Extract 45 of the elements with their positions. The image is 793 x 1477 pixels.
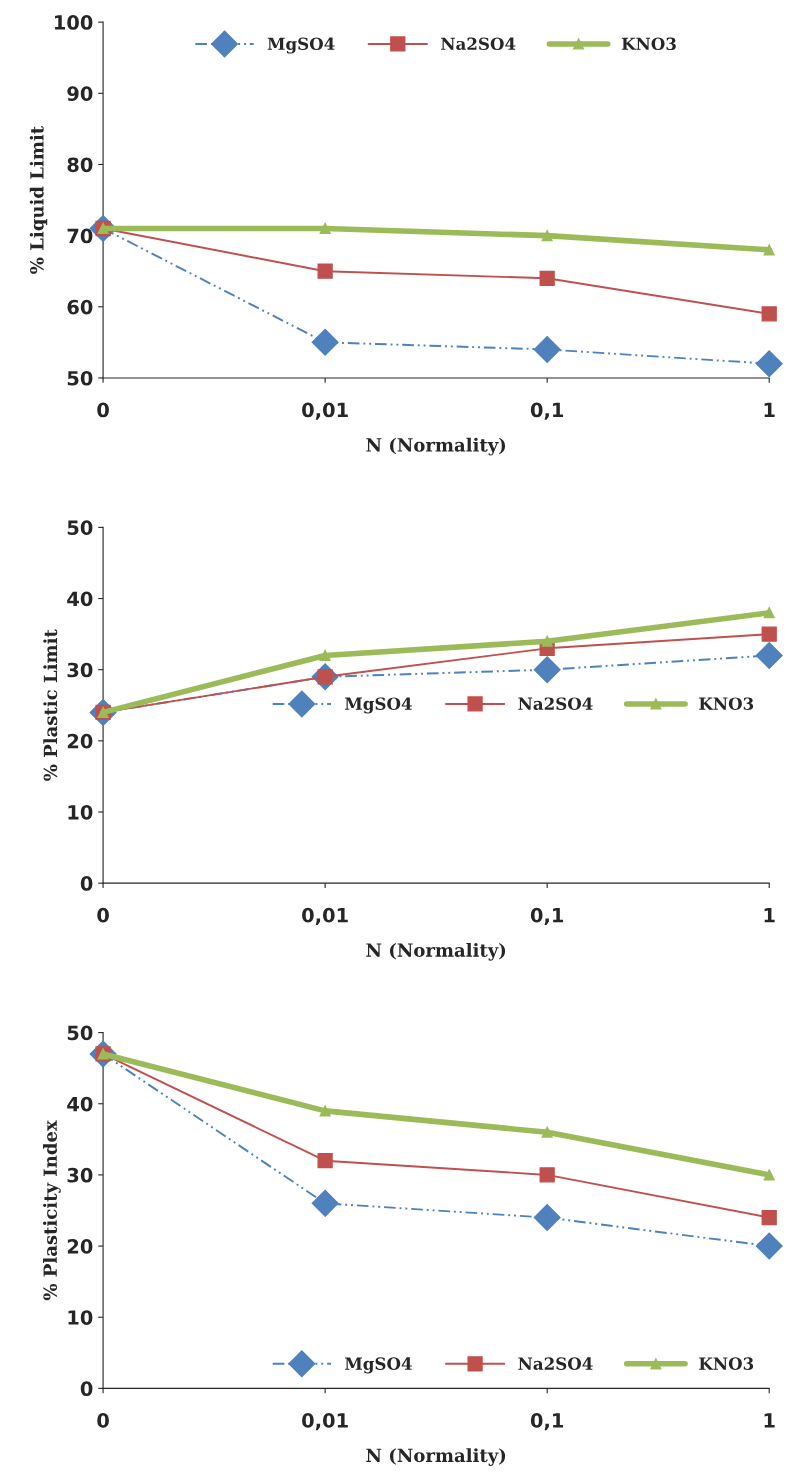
x-axis-title: N (Normality) xyxy=(366,942,506,961)
y-tick-label: 10 xyxy=(68,804,93,820)
y-tick-label: 90 xyxy=(67,86,93,101)
x-tick-label: 1 xyxy=(764,1413,775,1428)
legend-label: MgSO4 xyxy=(345,1357,412,1374)
y-tick-label: 40 xyxy=(67,591,93,607)
y-tick-label: 40 xyxy=(67,1096,93,1112)
legend-label: KNO3 xyxy=(621,37,676,51)
y-tick-label: 30 xyxy=(67,1167,93,1183)
x-tick-label: 0,1 xyxy=(530,1413,564,1431)
legend-label: MgSO4 xyxy=(267,37,335,54)
y-tick-label: 0 xyxy=(80,876,93,891)
y-axis-title: % Plastic Limit xyxy=(43,629,58,781)
x-tick-label: 1 xyxy=(764,402,775,418)
x-tick-label: 1 xyxy=(764,908,775,923)
legend-label: MgSO4 xyxy=(345,697,412,714)
y-tick-label: 30 xyxy=(67,662,93,678)
y-axis-title: % Liquid Limit xyxy=(29,125,48,274)
y-tick-label: 10 xyxy=(68,1310,93,1325)
x-tick-label: 0,01 xyxy=(302,907,348,925)
x-axis-title: N (Normality) xyxy=(366,1448,506,1466)
y-tick-label: 70 xyxy=(67,228,93,244)
x-tick-label: 0 xyxy=(97,907,109,923)
x-tick-label: 0 xyxy=(97,402,109,418)
y-tick-label: 50 xyxy=(67,520,93,536)
legend-label: Na2SO4 xyxy=(441,37,516,51)
y-tick-label: 20 xyxy=(67,733,93,749)
y-tick-label: 60 xyxy=(67,299,93,315)
y-tick-label: 80 xyxy=(67,157,93,173)
x-axis-title: N (Normality) xyxy=(366,437,506,456)
x-tick-label: 0,01 xyxy=(302,402,348,420)
legend-label: KNO3 xyxy=(699,1357,754,1370)
y-tick-label: 50 xyxy=(67,1025,93,1041)
y-tick-label: 0 xyxy=(80,1381,93,1397)
y-tick-label: 20 xyxy=(67,1239,93,1254)
x-tick-label: 0 xyxy=(97,1413,109,1428)
legend-label: Na2SO4 xyxy=(518,697,593,710)
y-tick-label: 50 xyxy=(67,370,93,386)
legend-label: KNO3 xyxy=(699,697,754,710)
y-axis-title: % Plasticity Index xyxy=(43,1120,61,1301)
legend-label: Na2SO4 xyxy=(518,1357,593,1370)
x-tick-label: 0,01 xyxy=(302,1413,348,1431)
x-tick-label: 0,1 xyxy=(530,402,564,420)
y-tick-label: 100 xyxy=(54,15,93,30)
x-tick-label: 0,1 xyxy=(530,907,564,925)
